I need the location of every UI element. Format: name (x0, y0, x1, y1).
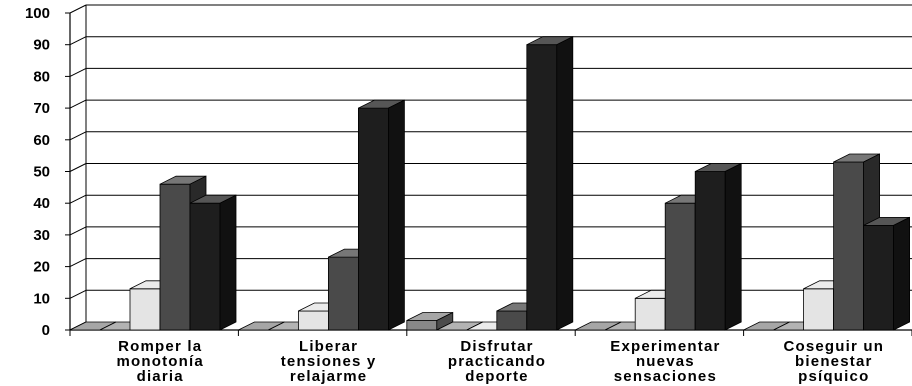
x-category-label-line: Experimentar (610, 338, 720, 355)
bar-front (327, 256, 359, 331)
x-category-label: Coseguir un bienestar psíquico (783, 338, 884, 385)
x-category-label: Experimentar nuevas sensaciones (610, 338, 720, 385)
y-tick-label: 90 (33, 37, 50, 54)
bar-front (159, 183, 191, 331)
x-category-label-line: relajarme (290, 368, 368, 385)
bar-front (634, 297, 666, 331)
bar-front (526, 44, 558, 331)
bar-side (387, 99, 405, 331)
x-category-label-line: practicando (448, 353, 546, 370)
y-tick-label: 50 (33, 164, 50, 181)
bar-front (357, 107, 389, 331)
bar (406, 311, 454, 331)
gridline-depth (69, 67, 87, 77)
bars (69, 36, 910, 331)
y-tick-label: 100 (25, 5, 50, 22)
bar-front (664, 202, 696, 331)
bar-front (694, 171, 726, 331)
x-category-label-line: tensiones y (281, 353, 377, 370)
x-category-label-line: Coseguir un (783, 338, 884, 355)
x-category-label: Liberar tensiones y relajarme (281, 338, 377, 385)
gridline-depth (69, 4, 87, 14)
gridline-depth (69, 36, 87, 46)
x-category-label-line: Disfrutar (460, 338, 533, 355)
gridline-depth (69, 163, 87, 172)
bar-front (863, 224, 894, 331)
gridline-depth (69, 194, 87, 204)
bar-front (129, 288, 161, 331)
y-tick-label: 20 (33, 259, 50, 276)
bar-side (219, 194, 237, 331)
bar-front (189, 202, 221, 331)
x-category-label-line: diaria (137, 368, 184, 385)
y-tick-label: 40 (33, 195, 50, 212)
gridline-depth (69, 131, 87, 141)
bar-side (556, 36, 574, 331)
y-tick-label: 80 (33, 68, 50, 85)
bar (357, 99, 405, 331)
bar (189, 194, 237, 331)
bar-side (724, 162, 742, 331)
x-category-label-line: bienestar (795, 353, 873, 370)
x-category-label: Romper la monotonía diaria (116, 338, 203, 385)
bar (863, 216, 910, 331)
x-category-label-line: deporte (465, 368, 528, 385)
bar-front (406, 320, 438, 331)
bar-front (803, 288, 834, 331)
x-category-label-line: Liberar (299, 338, 358, 355)
x-category-label: Disfrutar practicando deporte (448, 338, 546, 385)
gridline-depth (69, 99, 87, 109)
bar-front (496, 310, 528, 331)
x-category-label-line: nuevas (636, 353, 695, 370)
bar-front (297, 310, 329, 331)
x-category-label-line: psíquico (798, 368, 869, 385)
y-tick-label: 10 (33, 290, 50, 307)
y-tick-label: 70 (33, 100, 50, 117)
bar (526, 36, 574, 331)
gridline-depth (69, 289, 87, 299)
x-category-label-line: Romper la (118, 338, 202, 355)
y-tick-label: 0 (42, 322, 50, 339)
y-tick-label: 60 (33, 132, 50, 149)
bar-side (893, 216, 910, 331)
bar (694, 162, 742, 331)
gridline-depth (69, 226, 87, 236)
x-category-label-line: sensaciones (614, 368, 717, 385)
gridline-depth (69, 258, 87, 268)
x-category-label-line: monotonía (116, 353, 203, 370)
bar-front (833, 161, 864, 331)
y-tick-label: 30 (33, 227, 50, 244)
